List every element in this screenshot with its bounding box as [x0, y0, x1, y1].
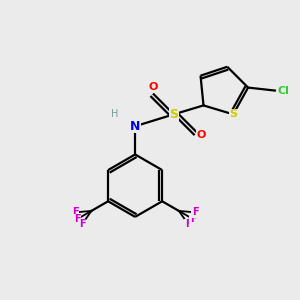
Text: F: F — [79, 219, 85, 229]
Text: F: F — [72, 207, 78, 218]
Text: S: S — [169, 108, 178, 121]
Text: O: O — [148, 82, 158, 92]
Text: N: N — [130, 120, 140, 133]
Text: O: O — [196, 130, 206, 140]
Text: S: S — [229, 109, 237, 119]
Text: F: F — [185, 219, 192, 229]
Text: Cl: Cl — [278, 85, 290, 96]
Text: F: F — [190, 214, 196, 224]
Text: H: H — [111, 109, 118, 119]
Text: F: F — [74, 214, 80, 224]
Text: F: F — [192, 207, 199, 218]
